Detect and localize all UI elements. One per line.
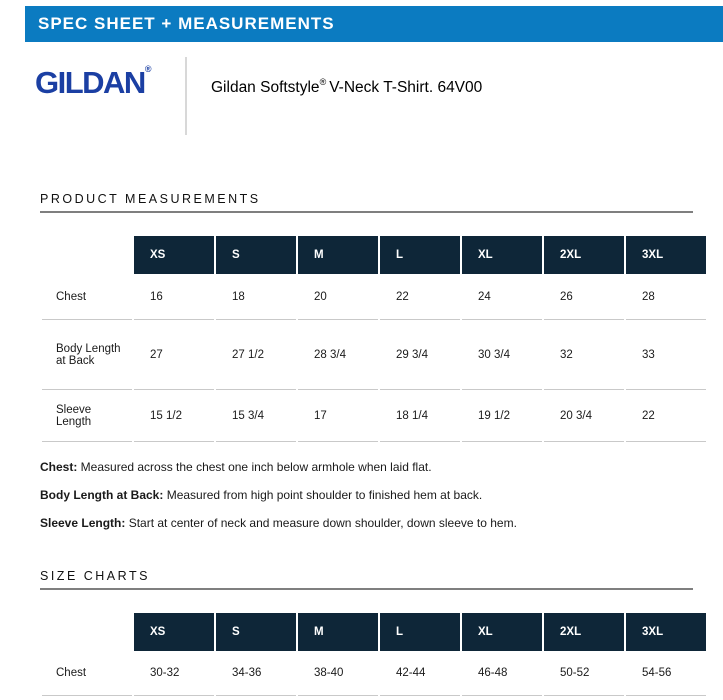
gildan-logo-text: GILDAN: [35, 65, 146, 100]
measurement-cell: 34-36: [216, 651, 296, 696]
size-column-header: L: [380, 236, 460, 274]
measurement-cell: 22: [380, 274, 460, 320]
measurement-cell: 27: [134, 320, 214, 390]
measurement-cell: 17: [298, 390, 378, 442]
brand-header: GILDAN® Gildan Softstyle® V-Neck T-Shirt.…: [35, 57, 723, 135]
spec-sheet-banner: SPEC SHEET + MEASUREMENTS: [25, 6, 723, 42]
size-column-header: L: [380, 613, 460, 651]
measurement-cell: 24: [462, 274, 542, 320]
size-column-header: 2XL: [544, 236, 624, 274]
table-header-row: XS S M L XL 2XL 3XL: [42, 236, 706, 274]
size-column-header: 3XL: [626, 613, 706, 651]
measurement-cell: 38-40: [298, 651, 378, 696]
size-column-header: S: [216, 236, 296, 274]
table-row: Chest 16 18 20 22 24 26 28: [42, 274, 706, 320]
measurement-cell: 54-56: [626, 651, 706, 696]
banner-title: SPEC SHEET + MEASUREMENTS: [38, 14, 335, 33]
measurement-cell: 28 3/4: [298, 320, 378, 390]
row-label: Chest: [42, 274, 132, 320]
note-term: Chest:: [40, 460, 78, 474]
size-column-header: S: [216, 613, 296, 651]
measurement-notes: Chest: Measured across the chest one inc…: [40, 461, 723, 529]
measurement-cell: 20: [298, 274, 378, 320]
size-column-header: M: [298, 236, 378, 274]
registered-trademark-icon: ®: [319, 77, 327, 87]
table-corner-cell: [42, 613, 132, 651]
measurement-cell: 15 1/2: [134, 390, 214, 442]
measurement-cell: 15 3/4: [216, 390, 296, 442]
size-column-header: 3XL: [626, 236, 706, 274]
section-size-charts: SIZE CHARTS XS S M L XL 2XL 3XL Chest 30-32 34-36…: [40, 569, 723, 696]
measurement-cell: 22: [626, 390, 706, 442]
measurement-cell: 20 3/4: [544, 390, 624, 442]
note-text: Start at center of neck and measure down…: [125, 516, 517, 530]
measurement-cell: 46-48: [462, 651, 542, 696]
heading-rule: [40, 588, 693, 590]
section-product-measurements: PRODUCT MEASUREMENTS XS S M L XL 2XL 3XL Chest 1…: [40, 192, 723, 442]
gildan-logo: GILDAN®: [35, 57, 185, 100]
table-row: Sleeve Length 15 1/2 15 3/4 17 18 1/4 19 1/2 2…: [42, 390, 706, 442]
measurement-cell: 18 1/4: [380, 390, 460, 442]
size-column-header: M: [298, 613, 378, 651]
measurement-cell: 33: [626, 320, 706, 390]
measurement-cell: 26: [544, 274, 624, 320]
product-title-pre: Gildan Softstyle: [211, 79, 320, 96]
measurement-cell: 29 3/4: [380, 320, 460, 390]
table-row: Chest 30-32 34-36 38-40 42-44 46-48 50-52 54-56: [42, 651, 706, 696]
size-column-header: XS: [134, 613, 214, 651]
size-charts-table: XS S M L XL 2XL 3XL Chest 30-32 34-36 38-40 42-44 46…: [40, 613, 708, 696]
measurement-note: Chest: Measured across the chest one inc…: [40, 461, 723, 473]
measurement-cell: 30 3/4: [462, 320, 542, 390]
note-term: Body Length at Back:: [40, 488, 164, 502]
measurement-cell: 16: [134, 274, 214, 320]
measurement-note: Sleeve Length: Start at center of neck a…: [40, 517, 723, 529]
size-column-header: XL: [462, 613, 542, 651]
measurement-cell: 30-32: [134, 651, 214, 696]
size-column-header: XL: [462, 236, 542, 274]
table-corner-cell: [42, 236, 132, 274]
row-label: Chest: [42, 651, 132, 696]
measurement-cell: 18: [216, 274, 296, 320]
measurement-cell: 32: [544, 320, 624, 390]
vertical-divider: [185, 57, 187, 135]
note-text: Measured from high point shoulder to fin…: [163, 488, 483, 502]
table-header-row: XS S M L XL 2XL 3XL: [42, 613, 706, 651]
measurement-cell: 19 1/2: [462, 390, 542, 442]
row-label: Body Length at Back: [42, 320, 132, 390]
measurement-note: Body Length at Back: Measured from high …: [40, 489, 723, 501]
size-column-header: 2XL: [544, 613, 624, 651]
note-term: Sleeve Length:: [40, 516, 126, 530]
measurement-cell: 28: [626, 274, 706, 320]
section-heading-size-charts: SIZE CHARTS: [40, 569, 150, 583]
measurement-cell: 50-52: [544, 651, 624, 696]
registered-trademark-icon: ®: [144, 64, 152, 74]
heading-rule: [40, 211, 693, 213]
product-title: Gildan Softstyle® V-Neck T-Shirt. 64V00: [211, 57, 482, 97]
size-column-header: XS: [134, 236, 214, 274]
product-measurements-table: XS S M L XL 2XL 3XL Chest 16 18 20 22 24 26 28 Body Len…: [40, 236, 708, 442]
measurement-cell: 42-44: [380, 651, 460, 696]
note-text: Measured across the chest one inch below…: [77, 460, 432, 474]
section-heading-product-measurements: PRODUCT MEASUREMENTS: [40, 192, 261, 206]
measurement-cell: 27 1/2: [216, 320, 296, 390]
product-title-post: V-Neck T-Shirt. 64V00: [329, 79, 483, 96]
row-label: Sleeve Length: [42, 390, 132, 442]
table-row: Body Length at Back 27 27 1/2 28 3/4 29 3/4 3…: [42, 320, 706, 390]
